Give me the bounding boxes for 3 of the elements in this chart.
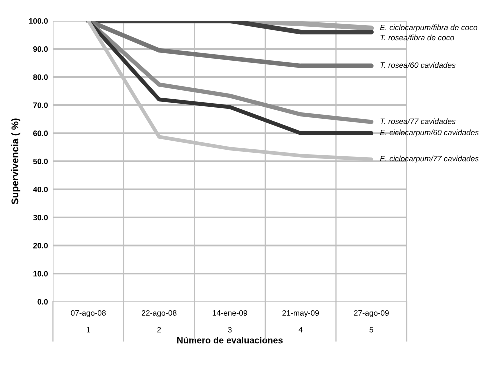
line-series bbox=[86, 21, 374, 68]
x-axis-title: Número de evaluaciones bbox=[178, 336, 283, 344]
y-axis-title: Supervivencia ( %) bbox=[11, 118, 21, 204]
